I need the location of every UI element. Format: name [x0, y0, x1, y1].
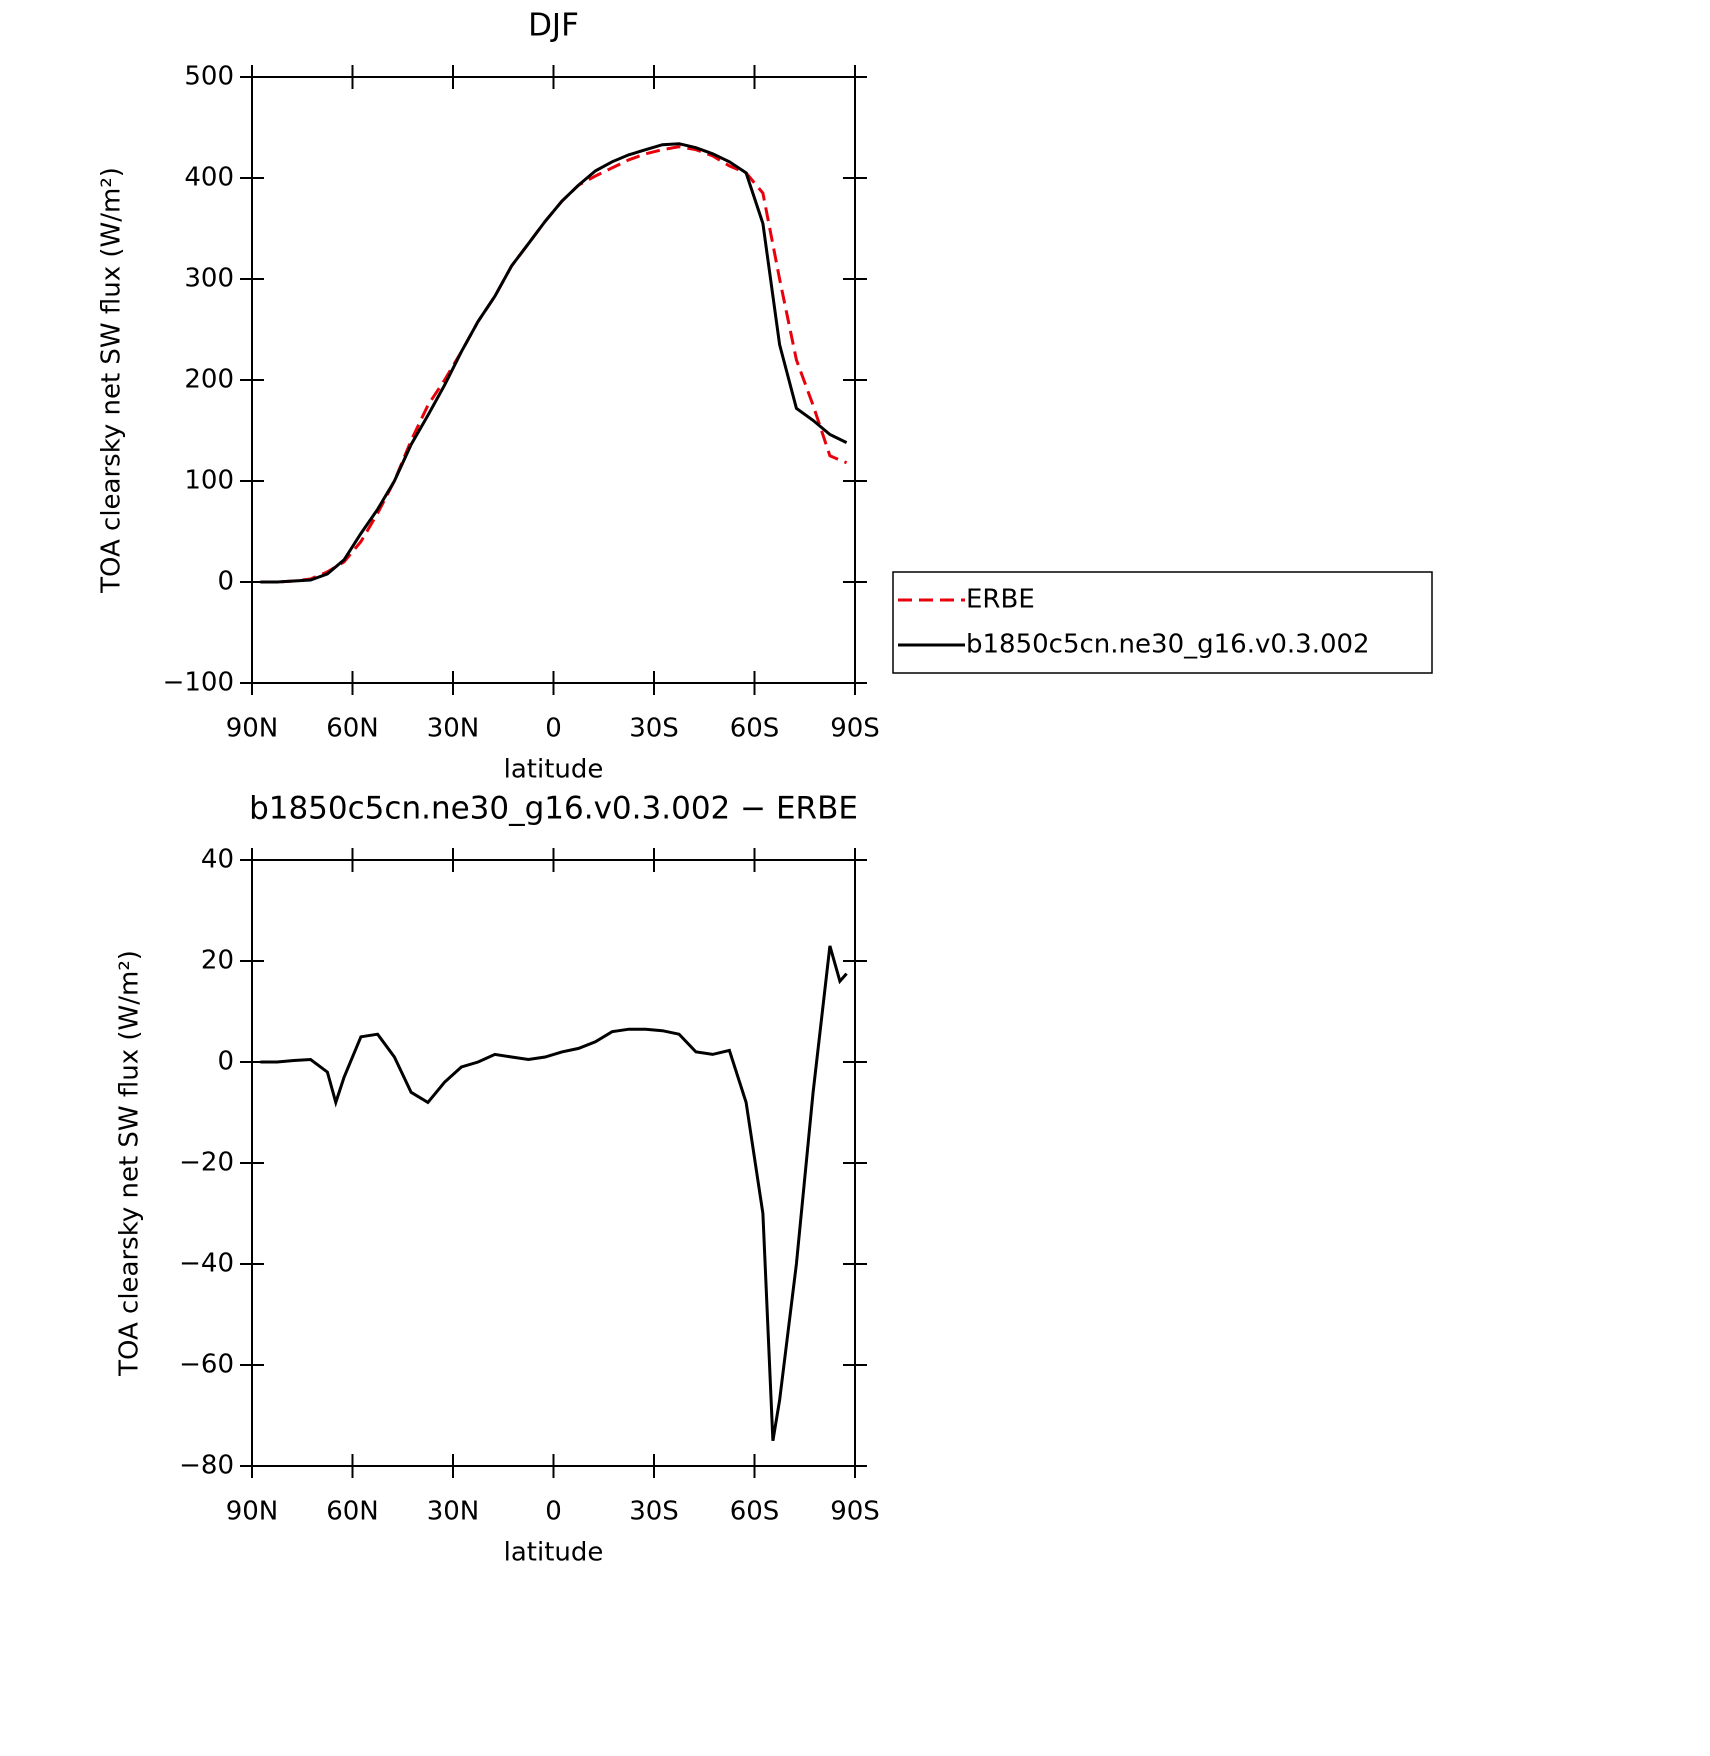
data-line — [260, 142, 848, 584]
x-tick-label: 90N — [226, 714, 279, 744]
y-axis-label: TOA clearsky net SW flux (W/m²) — [115, 950, 145, 1377]
x-tick-label: 60S — [730, 1497, 780, 1527]
x-tick-label: 60S — [730, 714, 780, 744]
y-tick-label: −20 — [179, 1148, 234, 1178]
y-tick-label: 400 — [184, 163, 234, 193]
x-tick-label: 0 — [545, 714, 562, 744]
legend-label: ERBE — [966, 585, 1035, 615]
y-tick-label: 0 — [217, 1047, 234, 1077]
y-tick-label: −60 — [179, 1350, 234, 1380]
chart-title: b1850c5cn.ne30_g16.v0.3.002 − ERBE — [249, 791, 858, 827]
y-tick-label: 200 — [184, 365, 234, 395]
y-tick-label: 0 — [217, 567, 234, 597]
plot-frame — [251, 859, 856, 1467]
x-tick-label: 30S — [629, 1497, 679, 1527]
x-tick-label: 30S — [629, 714, 679, 744]
y-tick-label: −100 — [163, 668, 234, 698]
y-tick-label: −40 — [179, 1249, 234, 1279]
x-axis-label: latitude — [504, 755, 604, 785]
y-tick-label: −80 — [179, 1451, 234, 1481]
y-tick-label: 40 — [201, 845, 234, 875]
plot-frame — [251, 76, 856, 684]
y-tick-label: 20 — [201, 946, 234, 976]
chart-title: DJF — [528, 8, 579, 44]
x-tick-label: 90N — [226, 1497, 279, 1527]
y-axis-label: TOA clearsky net SW flux (W/m²) — [97, 167, 127, 594]
x-tick-label: 90S — [830, 714, 880, 744]
x-tick-label: 90S — [830, 1497, 880, 1527]
data-line — [260, 145, 848, 584]
x-tick-label: 60N — [326, 714, 379, 744]
x-tick-label: 30N — [427, 714, 480, 744]
x-tick-label: 0 — [545, 1497, 562, 1527]
legend-label: b1850c5cn.ne30_g16.v0.3.002 — [966, 630, 1370, 660]
x-tick-label: 30N — [427, 1497, 480, 1527]
x-axis-label: latitude — [504, 1538, 604, 1568]
x-tick-label: 60N — [326, 1497, 379, 1527]
legend-box — [892, 571, 1433, 674]
y-tick-label: 100 — [184, 466, 234, 496]
y-tick-label: 300 — [184, 264, 234, 294]
y-tick-label: 500 — [184, 62, 234, 92]
data-line — [260, 945, 848, 1442]
